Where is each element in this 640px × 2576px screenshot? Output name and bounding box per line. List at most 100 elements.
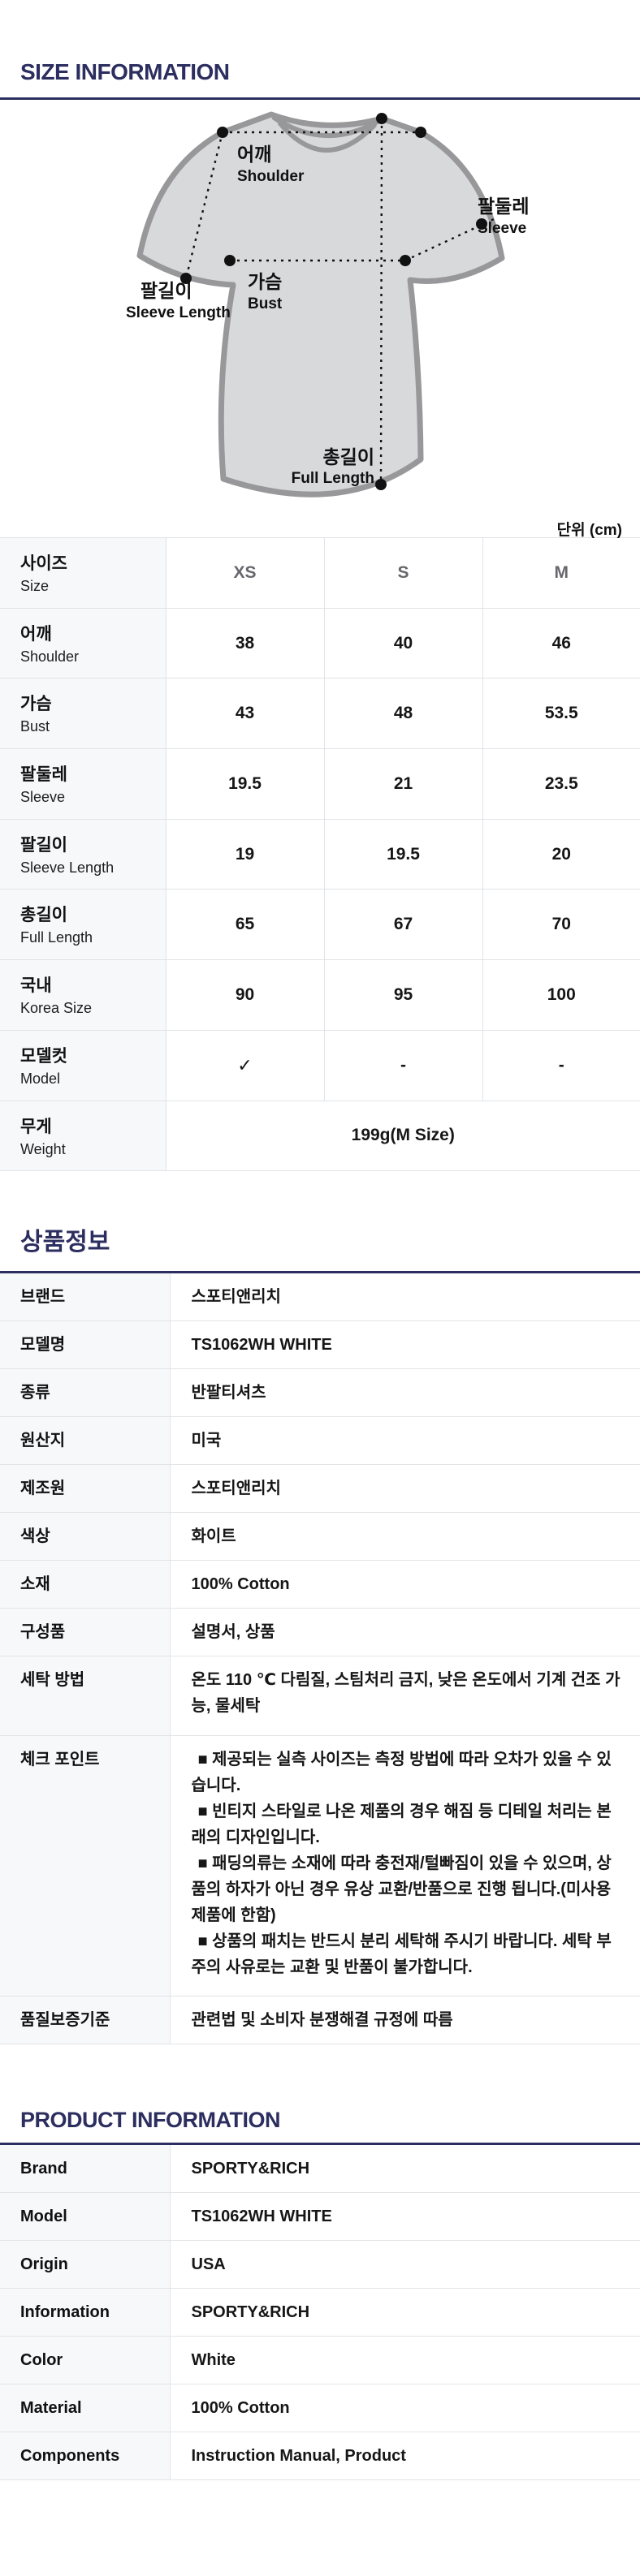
row-label: 제조원 — [0, 1464, 170, 1513]
section-divider — [0, 1271, 640, 1274]
row-label-en: Weight — [20, 1140, 66, 1157]
cell-value: - — [323, 1029, 482, 1101]
table-row-quality-standard: 품질보증기준 관련법 및 소비자 분쟁해결 규정에 따름 — [0, 1996, 640, 2045]
row-label: Material — [0, 2384, 170, 2432]
size-header-label: 사이즈 Size — [0, 537, 166, 609]
row-label: 팔둘레 Sleeve — [0, 748, 166, 820]
row-value: SPORTY&RICH — [169, 2145, 640, 2193]
row-label-kr: 무게 — [20, 1117, 52, 1136]
row-value: 100% Cotton — [169, 2384, 640, 2432]
row-label: 소재 — [0, 1560, 170, 1609]
row-label: Origin — [0, 2240, 170, 2289]
row-label-kr: 어깨 — [20, 624, 52, 644]
row-label: 구성품 — [0, 1608, 170, 1656]
cell-value: 70 — [482, 889, 640, 960]
cell-value: 40 — [323, 607, 482, 678]
product-information-title: PRODUCT INFORMATION — [20, 2108, 280, 2133]
product-info-en-table: Brand SPORTY&RICH Model TS1062WH WHITE O… — [0, 2145, 640, 2481]
table-row-type-kr: 종류 반팔티셔츠 — [0, 1368, 640, 1417]
table-row-components: Components Instruction Manual, Product — [0, 2432, 640, 2481]
cell-value: 46 — [482, 607, 640, 678]
table-row-sleeve: 팔둘레 Sleeve 19.5 21 23.5 — [0, 748, 640, 820]
table-row-color-kr: 색상 화이트 — [0, 1512, 640, 1561]
cell-value: 19 — [165, 818, 324, 890]
cell-value: 53.5 — [482, 678, 640, 749]
label-shoulder-kr: 어깨 — [237, 144, 271, 165]
row-label: 총길이 Full Length — [0, 889, 166, 960]
row-label-en: Shoulder — [20, 648, 80, 665]
row-label: Information — [0, 2288, 170, 2337]
table-row-material-kr: 소재 100% Cotton — [0, 1560, 640, 1609]
table-row-information: Information SPORTY&RICH — [0, 2288, 640, 2337]
row-label: Model — [0, 2192, 170, 2241]
table-row-brand: Brand SPORTY&RICH — [0, 2145, 640, 2193]
row-label: 모델명 — [0, 1320, 170, 1369]
row-value: TS1062WH WHITE — [169, 2192, 640, 2241]
section-divider — [0, 2143, 640, 2146]
header-label-en: Size — [20, 578, 50, 594]
row-label-en: Sleeve Length — [20, 859, 115, 876]
table-row-check-points: 체크 포인트 ■ 제공되는 실측 사이즈는 측정 방법에 따라 오차가 있을 수… — [0, 1735, 640, 1997]
row-label: 색상 — [0, 1512, 170, 1561]
row-value: 설명서, 상품 — [169, 1608, 640, 1656]
cell-value: 95 — [323, 959, 482, 1031]
product-detail-page: SIZE INFORMATION 어깨 Shoulder 팔둘레 Sleeve … — [0, 59, 640, 2481]
weight-value: 199g(M Size) — [165, 1100, 640, 1172]
table-row-origin: Origin USA — [0, 2240, 640, 2289]
row-value: 화이트 — [169, 1512, 640, 1561]
table-row-model-kr: 모델명 TS1062WH WHITE — [0, 1320, 640, 1369]
label-sleeve-length-kr: 팔길이 — [141, 280, 192, 301]
label-bust-en: Bust — [248, 295, 283, 312]
row-label-kr: 팔길이 — [20, 835, 67, 855]
row-label: 원산지 — [0, 1416, 170, 1465]
unit-label: 단위 (cm) — [556, 522, 622, 539]
row-label-kr: 모델컷 — [20, 1046, 67, 1066]
check-point-item: ■ 빈티지 스타일로 나온 제품의 경우 해짐 등 디테일 처리는 본래의 디자… — [191, 1803, 612, 1847]
row-value: 관련법 및 소비자 분쟁해결 규정에 따름 — [169, 1996, 640, 2045]
cell-value: 43 — [165, 678, 324, 749]
row-value: 미국 — [169, 1416, 640, 1465]
size-table-header-row: 사이즈 Size XS S M — [0, 537, 640, 609]
row-label: 무게 Weight — [0, 1100, 166, 1172]
table-row-origin-kr: 원산지 미국 — [0, 1416, 640, 1465]
label-bust-kr: 가슴 — [248, 271, 282, 292]
row-label: 모델컷 Model — [0, 1029, 166, 1101]
cell-value: 19.5 — [323, 818, 482, 890]
size-col-xs: XS — [165, 537, 324, 609]
header-label-kr: 사이즈 — [20, 554, 67, 573]
table-row-manufacturer-kr: 제조원 스포티앤리치 — [0, 1464, 640, 1513]
label-shoulder-en: Shoulder — [237, 168, 305, 185]
row-label: 세탁 방법 — [0, 1656, 170, 1736]
collar-inner-curve — [277, 121, 378, 153]
row-label: Color — [0, 2336, 170, 2384]
size-information-title: SIZE INFORMATION — [20, 59, 230, 84]
row-label: 브랜드 — [0, 1273, 170, 1321]
label-sleeve-length-en: Sleeve Length — [126, 304, 231, 321]
cell-value: 100 — [482, 959, 640, 1031]
table-row-material: Material 100% Cotton — [0, 2384, 640, 2432]
table-row-bust: 가슴 Bust 43 48 53.5 — [0, 678, 640, 749]
collar-band-curve — [271, 114, 382, 139]
check-points-value: ■ 제공되는 실측 사이즈는 측정 방법에 따라 오차가 있을 수 있습니다. … — [169, 1735, 640, 1997]
table-row-shoulder: 어깨 Shoulder 38 40 46 — [0, 607, 640, 678]
row-value: TS1062WH WHITE — [169, 1320, 640, 1369]
check-point-item: ■ 상품의 패치는 반드시 분리 세탁해 주시기 바랍니다. 세탁 부주의 사유… — [191, 1932, 612, 1977]
cell-value: 21 — [323, 748, 482, 820]
table-row-weight: 무게 Weight 199g(M Size) — [0, 1100, 640, 1172]
row-label-kr: 팔둘레 — [20, 765, 67, 785]
row-value: 온도 110 ℃ 다림질, 스팀처리 금지, 낮은 온도에서 기계 건조 가능,… — [169, 1656, 640, 1736]
row-value: 스포티앤리치 — [169, 1464, 640, 1513]
row-label-en: Full Length — [20, 929, 93, 946]
check-point-item: ■ 패딩의류는 소재에 따라 충전재/털빠짐이 있을 수 있으며, 상품의 하자… — [191, 1854, 612, 1925]
row-label-kr: 국내 — [20, 976, 52, 996]
cell-value: 19.5 — [165, 748, 324, 820]
cell-value: 65 — [165, 889, 324, 960]
table-row-model: 모델컷 Model ✓ - - — [0, 1029, 640, 1101]
label-full-length-en: Full Length — [292, 470, 374, 487]
row-label: 가슴 Bust — [0, 678, 166, 749]
row-label: 팔길이 Sleeve Length — [0, 818, 166, 890]
row-label: 품질보증기준 — [0, 1996, 170, 2045]
cell-value: 67 — [323, 889, 482, 960]
table-row-sleeve-length: 팔길이 Sleeve Length 19 19.5 20 — [0, 818, 640, 890]
row-value: SPORTY&RICH — [169, 2288, 640, 2337]
